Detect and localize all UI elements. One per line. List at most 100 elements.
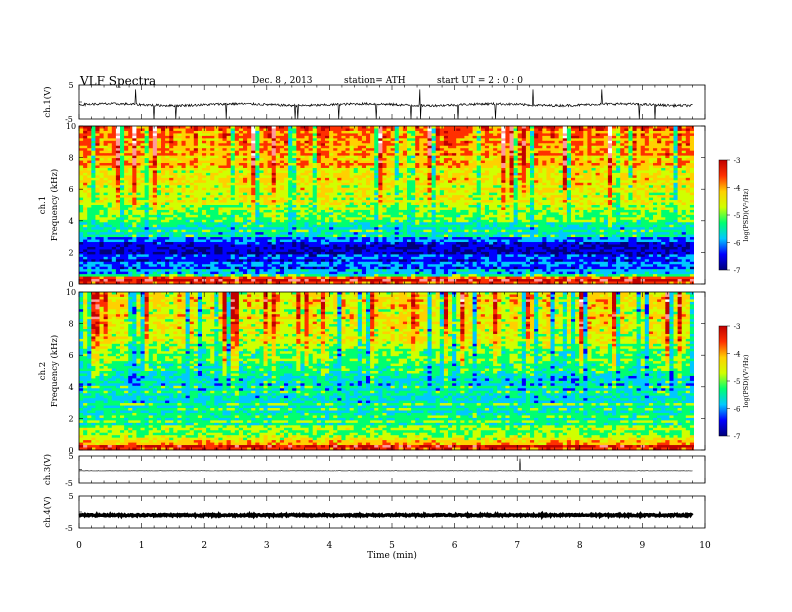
spectrogram-cell: [161, 150, 166, 154]
spectrogram-cell: [132, 145, 137, 149]
spectrogram-cell: [534, 192, 539, 196]
spectrogram-cell: [538, 195, 543, 198]
spectrogram-cell: [366, 187, 371, 191]
spectrogram-cell: [361, 138, 367, 142]
spectrogram-cell: [398, 133, 404, 137]
spectrogram-cell: [366, 197, 371, 201]
spectrogram-cell: [501, 143, 506, 147]
spectrogram-cell: [607, 190, 613, 194]
spectrogram-cell: [632, 150, 637, 154]
spectrogram-cell: [288, 165, 293, 169]
spectrogram-cell: [681, 175, 687, 179]
spectrogram-cell: [550, 145, 555, 149]
spectrogram-cell: [284, 145, 289, 149]
spectrogram-cell: [333, 202, 338, 206]
spectrogram-cell: [111, 182, 117, 186]
spectrogram-cell: [439, 185, 445, 189]
spectrogram-cell: [501, 187, 506, 191]
spectrogram-cell: [341, 140, 346, 144]
spectrogram-cell: [185, 148, 191, 152]
spectrogram-cell: [214, 150, 219, 154]
spectrogram-cell: [443, 205, 449, 208]
spectrogram-cell: [234, 195, 240, 198]
spectrogram-cell: [120, 177, 125, 181]
spectrogram-cell: [333, 172, 338, 176]
spectrogram-cell: [402, 138, 408, 142]
spectrogram-cell: [468, 177, 473, 181]
spectrogram-cell: [665, 148, 670, 152]
spectrogram-cell: [632, 170, 637, 174]
spectrogram-cell: [181, 135, 186, 139]
spectrogram-cell: [275, 150, 281, 154]
spectrogram-cell: [144, 192, 150, 196]
spectrogram-cell: [476, 200, 482, 203]
spectrogram-cell: [296, 155, 301, 159]
spectrogram-cell: [501, 180, 506, 184]
spectrogram-cell: [398, 180, 404, 184]
spectrogram-cell: [140, 177, 145, 181]
spectrogram-cell: [415, 170, 420, 174]
spectrogram-cell: [234, 175, 240, 179]
spectrogram-cell: [181, 175, 186, 179]
spectrogram-cell: [382, 182, 387, 186]
spectrogram-cell: [230, 185, 236, 189]
spectrogram-cell: [476, 197, 482, 201]
spectrogram-cell: [333, 148, 338, 152]
spectrogram-cell: [255, 140, 260, 144]
spectrogram-cell: [673, 175, 678, 179]
spectrogram-cell: [177, 165, 182, 169]
spectrogram-cell: [247, 200, 252, 203]
spectrogram-cell: [632, 153, 637, 157]
spectrogram-cell: [136, 160, 141, 164]
spectrogram-cell: [374, 192, 379, 196]
spectrogram-cell: [431, 200, 437, 203]
spectrogram-cell: [329, 167, 334, 171]
spectrogram-cell: [271, 167, 277, 171]
spectrogram-cell: [210, 163, 215, 166]
spectrogram-cell: [464, 126, 469, 129]
spectrogram-cell: [550, 153, 555, 157]
spectrogram-cell: [521, 126, 527, 129]
spectrogram-cell: [83, 135, 88, 139]
spectrogram-cell: [493, 172, 498, 176]
spectrogram-cell: [333, 190, 338, 194]
spectrogram-cell: [103, 130, 109, 134]
spectrogram-cell: [456, 130, 461, 134]
spectrogram-cell: [612, 160, 617, 164]
spectrogram-cell: [140, 200, 145, 203]
spectrogram-cell: [407, 148, 412, 152]
spectrogram-cell: [95, 182, 100, 186]
spectrogram-cell: [288, 155, 293, 159]
spectrogram-cell: [624, 140, 629, 144]
spectrogram-cell: [374, 205, 379, 208]
spectrogram-cell: [456, 170, 461, 174]
spectrogram-cell: [583, 202, 588, 206]
spectrogram-cell: [636, 163, 642, 166]
spectrogram-cell: [197, 145, 203, 149]
spectrogram-cell: [681, 133, 687, 137]
spectrogram-cell: [103, 202, 109, 206]
spectrogram-cell: [300, 138, 305, 142]
spectrogram-cell: [443, 202, 449, 206]
spectrogram-cell: [411, 185, 416, 189]
spectrogram-cell: [243, 177, 248, 181]
spectrogram-cell: [115, 130, 121, 134]
spectrogram-cell: [382, 177, 387, 181]
spectrogram-cell: [546, 202, 551, 206]
spectrogram-cell: [181, 197, 186, 201]
spectrogram-cell: [325, 165, 330, 169]
spectrogram-cell: [501, 195, 506, 198]
spectrogram-cell: [407, 165, 412, 169]
spectrogram-cell: [95, 158, 100, 161]
spectrogram-cell: [132, 180, 137, 184]
spectrogram-cell: [509, 175, 514, 179]
spectrogram-cell: [513, 153, 519, 157]
spectrogram-cell: [275, 192, 281, 196]
spectrogram-cell: [111, 200, 117, 203]
spectrogram-cell: [402, 167, 408, 171]
spectrogram-cell: [230, 138, 236, 142]
spectrogram-cell: [107, 163, 113, 166]
spectrogram-cell: [325, 138, 330, 142]
spectrogram-cell: [165, 175, 170, 179]
spectrogram-cell: [173, 205, 178, 208]
